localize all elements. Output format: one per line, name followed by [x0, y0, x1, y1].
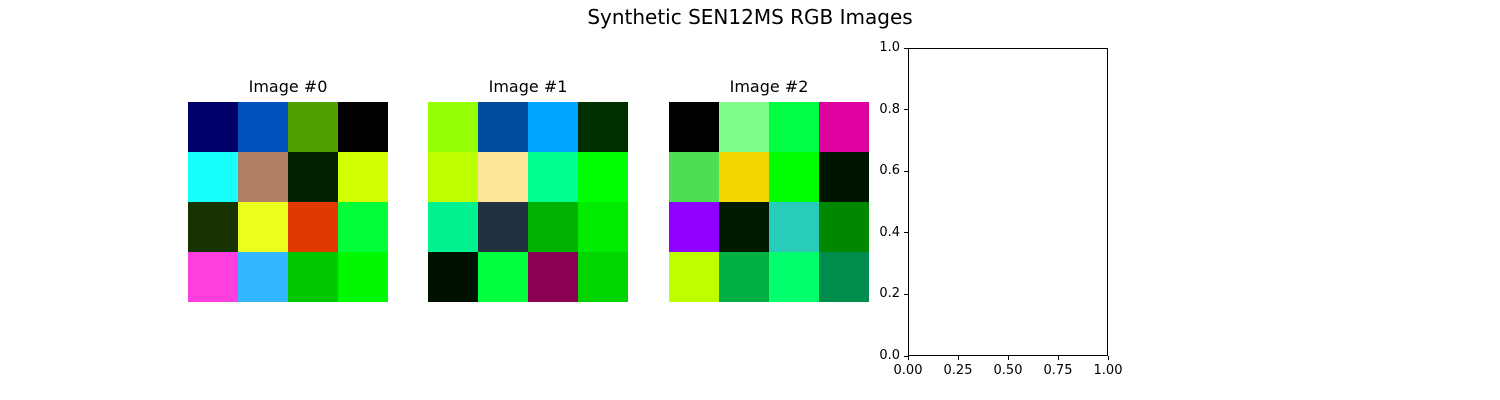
image-0-pixel-0-0	[188, 102, 238, 152]
image-2-pixel-2-0	[669, 202, 719, 252]
image-1-pixel-2-3	[578, 202, 628, 252]
image-1-pixel-1-1	[478, 152, 528, 202]
image-2-pixel-2-3	[819, 202, 869, 252]
x-tick-label: 0.00	[893, 363, 923, 378]
x-tick-label: 0.50	[993, 363, 1023, 378]
image-1-pixel-2-0	[428, 202, 478, 252]
image-1-pixel-3-1	[478, 252, 528, 302]
y-tick-label: 0.4	[879, 224, 900, 240]
image-1-pixel-1-0	[428, 152, 478, 202]
image-2-pixel-0-2	[769, 102, 819, 152]
empty-axes	[908, 48, 1108, 356]
x-tick-label: 0.75	[1043, 363, 1073, 378]
image-2-pixel-3-0	[669, 252, 719, 302]
image-2-pixel-0-1	[719, 102, 769, 152]
image-0-grid	[188, 102, 388, 302]
x-tick-mark	[1057, 356, 1059, 360]
y-tick-label: 0.8	[879, 101, 900, 117]
image-1-pixel-3-0	[428, 252, 478, 302]
image-1-pixel-0-0	[428, 102, 478, 152]
image-1-title: Image #1	[488, 77, 568, 96]
image-0-pixel-2-1	[238, 202, 288, 252]
y-tick-mark	[904, 232, 908, 234]
image-0-pixel-1-1	[238, 152, 288, 202]
image-2-pixel-1-2	[769, 152, 819, 202]
x-tick-mark	[1007, 356, 1009, 360]
image-1-pixel-0-2	[528, 102, 578, 152]
x-tick-label: 0.25	[943, 363, 973, 378]
image-0-title: Image #0	[248, 77, 328, 96]
image-2-title: Image #2	[729, 77, 809, 96]
image-2-pixel-2-2	[769, 202, 819, 252]
image-2-pixel-1-3	[819, 152, 869, 202]
image-0-pixel-2-3	[338, 202, 388, 252]
y-tick-mark	[904, 170, 908, 172]
image-0-pixel-3-1	[238, 252, 288, 302]
image-1-pixel-1-3	[578, 152, 628, 202]
y-tick-mark	[904, 355, 908, 357]
image-2-pixel-3-1	[719, 252, 769, 302]
image-1-pixel-1-2	[528, 152, 578, 202]
image-0-pixel-2-2	[288, 202, 338, 252]
image-0-pixel-0-3	[338, 102, 388, 152]
image-2-grid	[669, 102, 869, 302]
image-1-grid	[428, 102, 628, 302]
image-0-pixel-2-0	[188, 202, 238, 252]
image-1-pixel-2-1	[478, 202, 528, 252]
image-2-pixel-1-0	[669, 152, 719, 202]
image-2-pixel-0-3	[819, 102, 869, 152]
y-tick-mark	[904, 47, 908, 49]
image-1-pixel-3-2	[528, 252, 578, 302]
image-0-pixel-1-2	[288, 152, 338, 202]
image-0-pixel-3-0	[188, 252, 238, 302]
image-0-pixel-3-3	[338, 252, 388, 302]
image-0-pixel-3-2	[288, 252, 338, 302]
x-tick-mark	[1107, 356, 1109, 360]
y-tick-label: 0.2	[879, 286, 900, 302]
image-1-pixel-0-3	[578, 102, 628, 152]
y-tick-mark	[904, 109, 908, 111]
y-tick-label: 0.6	[879, 163, 900, 179]
x-tick-mark	[907, 356, 909, 360]
image-0-pixel-0-1	[238, 102, 288, 152]
figure-title: Synthetic SEN12MS RGB Images	[587, 5, 913, 29]
x-tick-label: 1.00	[1093, 363, 1123, 378]
y-tick-label: 1.0	[879, 40, 900, 55]
image-1-pixel-0-1	[478, 102, 528, 152]
y-tick-label: 0.0	[879, 348, 900, 363]
image-2-pixel-0-0	[669, 102, 719, 152]
x-tick-mark	[957, 356, 959, 360]
image-2-pixel-2-1	[719, 202, 769, 252]
image-0-pixel-1-0	[188, 152, 238, 202]
image-2-pixel-1-1	[719, 152, 769, 202]
image-1-pixel-3-3	[578, 252, 628, 302]
image-2-pixel-3-2	[769, 252, 819, 302]
image-0-pixel-1-3	[338, 152, 388, 202]
y-tick-mark	[904, 293, 908, 295]
image-0-pixel-0-2	[288, 102, 338, 152]
image-2-pixel-3-3	[819, 252, 869, 302]
image-1-pixel-2-2	[528, 202, 578, 252]
